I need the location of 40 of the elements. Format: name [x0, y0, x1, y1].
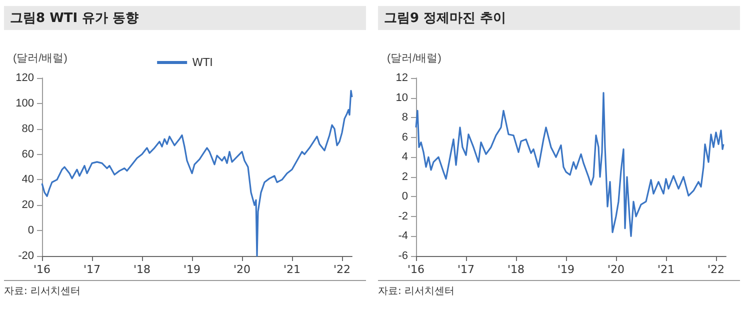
y-tick-label: -6 — [398, 250, 408, 262]
line-series — [415, 92, 724, 238]
x-tick-label: '19 — [557, 263, 575, 276]
y-tick-label: -4 — [398, 230, 408, 242]
y-tick-label: 80 — [22, 122, 34, 135]
y-tick-label: 120 — [16, 72, 34, 84]
y-tick-label: 12 — [396, 72, 408, 84]
y-tick-label: 8 — [402, 112, 408, 124]
y-tick-label: -2 — [398, 210, 408, 222]
x-tick-label: '19 — [183, 263, 201, 276]
x-tick-label: '21 — [657, 263, 675, 276]
x-tick-label: '20 — [233, 263, 251, 276]
y-tick-label: -20 — [18, 250, 34, 262]
y-axis-title: (달러/배럴) — [13, 52, 68, 64]
y-tick-label: 2 — [402, 170, 408, 183]
text: 자료: 리서치센터 — [378, 280, 740, 298]
y-tick-label: 0 — [28, 224, 34, 237]
text: 자료: 리서치센터 — [4, 280, 366, 298]
x-tick-label: '22 — [333, 263, 351, 276]
y-tick-label: 100 — [16, 97, 34, 110]
legend-label: WTI — [192, 56, 213, 69]
x-tick-label: '18 — [507, 263, 525, 276]
x-tick-label: '20 — [607, 263, 625, 276]
y-tick-label: 20 — [22, 199, 34, 212]
x-tick-label: '18 — [133, 263, 151, 276]
x-tick-label: '21 — [283, 263, 301, 276]
y-axis-title: (달러/배럴) — [387, 52, 442, 64]
y-tick-label: 0 — [402, 190, 408, 203]
y-tick-label: 10 — [396, 92, 408, 104]
x-tick-label: '16 — [33, 263, 51, 276]
chart-title: 그림8 WTI 유가 동향 — [4, 6, 366, 30]
x-tick-label: '16 — [407, 263, 425, 276]
y-tick-label: 60 — [22, 148, 34, 160]
chart-title: 그림9 정제마진 추이 — [378, 6, 740, 30]
y-tick-label: 6 — [402, 131, 408, 144]
x-tick-label: '17 — [457, 263, 475, 276]
y-tick-label: 40 — [22, 174, 34, 186]
x-tick-label: '22 — [707, 263, 725, 276]
y-tick-label: 4 — [402, 151, 408, 164]
x-tick-label: '17 — [83, 263, 101, 276]
